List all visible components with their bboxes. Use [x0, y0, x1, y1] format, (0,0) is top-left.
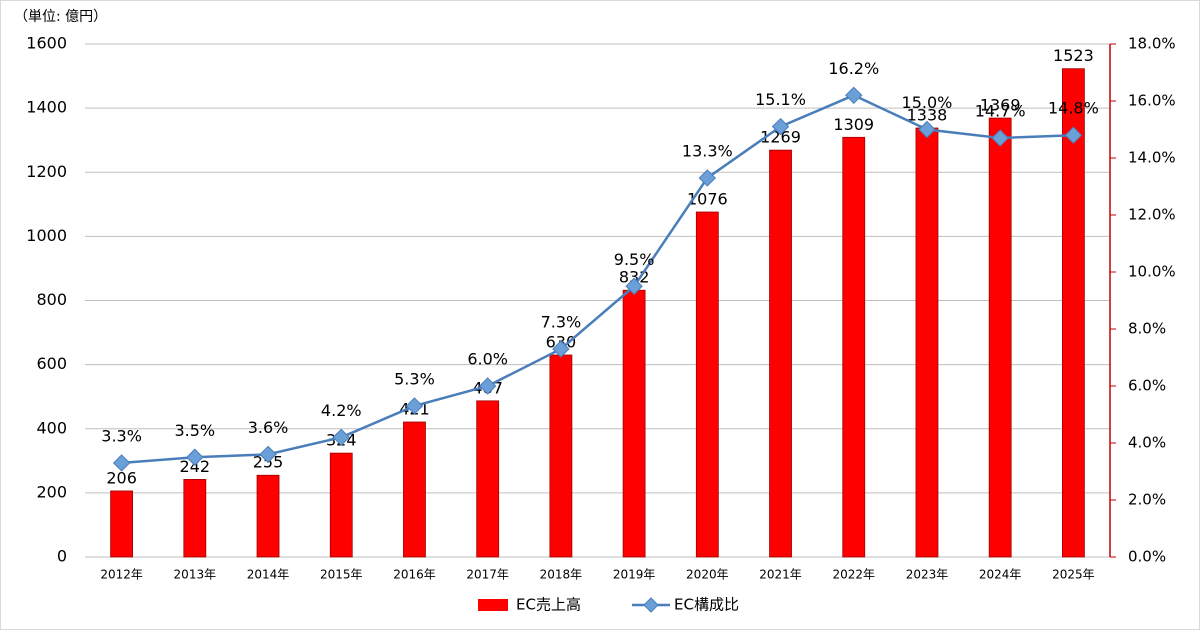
- bar: [988, 117, 1012, 558]
- line-value-label: 3.3%: [101, 426, 142, 445]
- line-value-label: 5.3%: [394, 369, 435, 388]
- x-tick-label: 2018年: [540, 568, 583, 582]
- line-marker: [918, 120, 936, 139]
- y2-tick-label: 8.0%: [1128, 320, 1166, 338]
- bar: [1061, 68, 1085, 558]
- legend-marker: [643, 597, 659, 613]
- bar: [622, 289, 646, 558]
- line-marker: [625, 277, 643, 295]
- x-tick-label: 2020年: [686, 568, 729, 582]
- bar: [476, 400, 500, 558]
- x-tick-label: 2022年: [832, 568, 875, 582]
- line-value-label: 13.3%: [682, 141, 733, 160]
- y-tick-label: 400: [36, 418, 67, 437]
- y2-tick-label: 4.0%: [1128, 434, 1166, 452]
- bar: [403, 421, 426, 558]
- x-tick-label: 2024年: [979, 568, 1022, 582]
- line-marker: [186, 448, 204, 466]
- line-marker: [698, 169, 717, 187]
- bar-value-label: 242: [180, 457, 211, 476]
- bar: [842, 136, 866, 558]
- line-marker: [1064, 126, 1083, 144]
- y-tick-label: 1600: [26, 34, 67, 53]
- bar: [915, 127, 939, 558]
- line-value-label: 16.2%: [828, 59, 879, 78]
- x-tick-label: 2025年: [1052, 568, 1095, 582]
- y2-tick-label: 10.0%: [1128, 263, 1176, 281]
- legend-label: EC売上高: [516, 596, 581, 614]
- line-value-label: 14.7%: [975, 102, 1026, 121]
- x-tick-label: 2014年: [247, 568, 290, 582]
- line-value-label: 9.5%: [614, 250, 655, 269]
- y-tick-label: 0: [57, 547, 67, 566]
- line-value-label: 15.0%: [902, 93, 953, 112]
- line: [121, 93, 1074, 465]
- x-tick-label: 2016年: [393, 568, 436, 582]
- x-tick-label: 2017年: [466, 568, 509, 582]
- line-marker: [332, 428, 350, 447]
- line-value-label: 4.2%: [321, 401, 362, 420]
- y2-tick-label: 18.0%: [1128, 35, 1176, 53]
- x-tick-label: 2019年: [613, 568, 656, 582]
- y-tick-label: 600: [36, 354, 67, 373]
- y-tick-label: 800: [36, 290, 67, 309]
- x-tick-label: 2012年: [100, 568, 143, 582]
- bar-value-label: 206: [106, 468, 137, 487]
- y2-tick-label: 2.0%: [1128, 491, 1166, 509]
- line-marker: [552, 340, 570, 358]
- bar-value-label: 832: [619, 268, 650, 287]
- unit-label: （単位: 億円）: [14, 9, 107, 25]
- bar: [695, 211, 719, 558]
- bar-value-label: 1309: [833, 115, 874, 134]
- bar: [110, 490, 134, 558]
- x-tick-label: 2023年: [906, 568, 949, 582]
- y-tick-label: 1000: [26, 226, 67, 245]
- line-value-label: 3.5%: [174, 421, 215, 440]
- legend-label: EC構成比: [674, 596, 739, 614]
- line-value-label: 15.1%: [755, 90, 806, 109]
- line-value-label: 3.6%: [248, 418, 289, 437]
- line-marker: [845, 86, 863, 105]
- bar: [769, 149, 792, 558]
- bar: [256, 474, 280, 558]
- line-value-label: 6.0%: [467, 350, 508, 369]
- y-tick-label: 1400: [26, 98, 67, 117]
- y2-tick-label: 14.0%: [1128, 149, 1176, 167]
- bar: [549, 354, 573, 558]
- legend-swatch: [478, 599, 508, 611]
- y2-tick-label: 0.0%: [1128, 548, 1166, 566]
- line-marker: [112, 454, 131, 472]
- y-tick-label: 1200: [26, 162, 67, 181]
- line-marker: [405, 397, 424, 415]
- line-value-label: 7.3%: [541, 312, 582, 331]
- bar: [183, 479, 207, 558]
- bar-value-label: 1523: [1053, 46, 1094, 65]
- line-marker: [991, 129, 1009, 147]
- bar-value-label: 1338: [907, 106, 948, 125]
- x-tick-label: 2013年: [174, 568, 217, 582]
- line-marker: [478, 377, 497, 395]
- y2-tick-label: 6.0%: [1128, 377, 1166, 395]
- y2-tick-label: 16.0%: [1128, 92, 1176, 110]
- line-marker: [259, 445, 277, 464]
- line-value-label: 14.8%: [1048, 99, 1099, 118]
- y2-tick-label: 12.0%: [1128, 206, 1176, 224]
- bar-value-label: 1369: [980, 96, 1021, 115]
- bar: [329, 452, 353, 558]
- y-tick-label: 200: [36, 482, 67, 501]
- x-tick-label: 2021年: [759, 568, 802, 582]
- x-tick-label: 2015年: [320, 568, 363, 582]
- line-marker: [771, 117, 790, 136]
